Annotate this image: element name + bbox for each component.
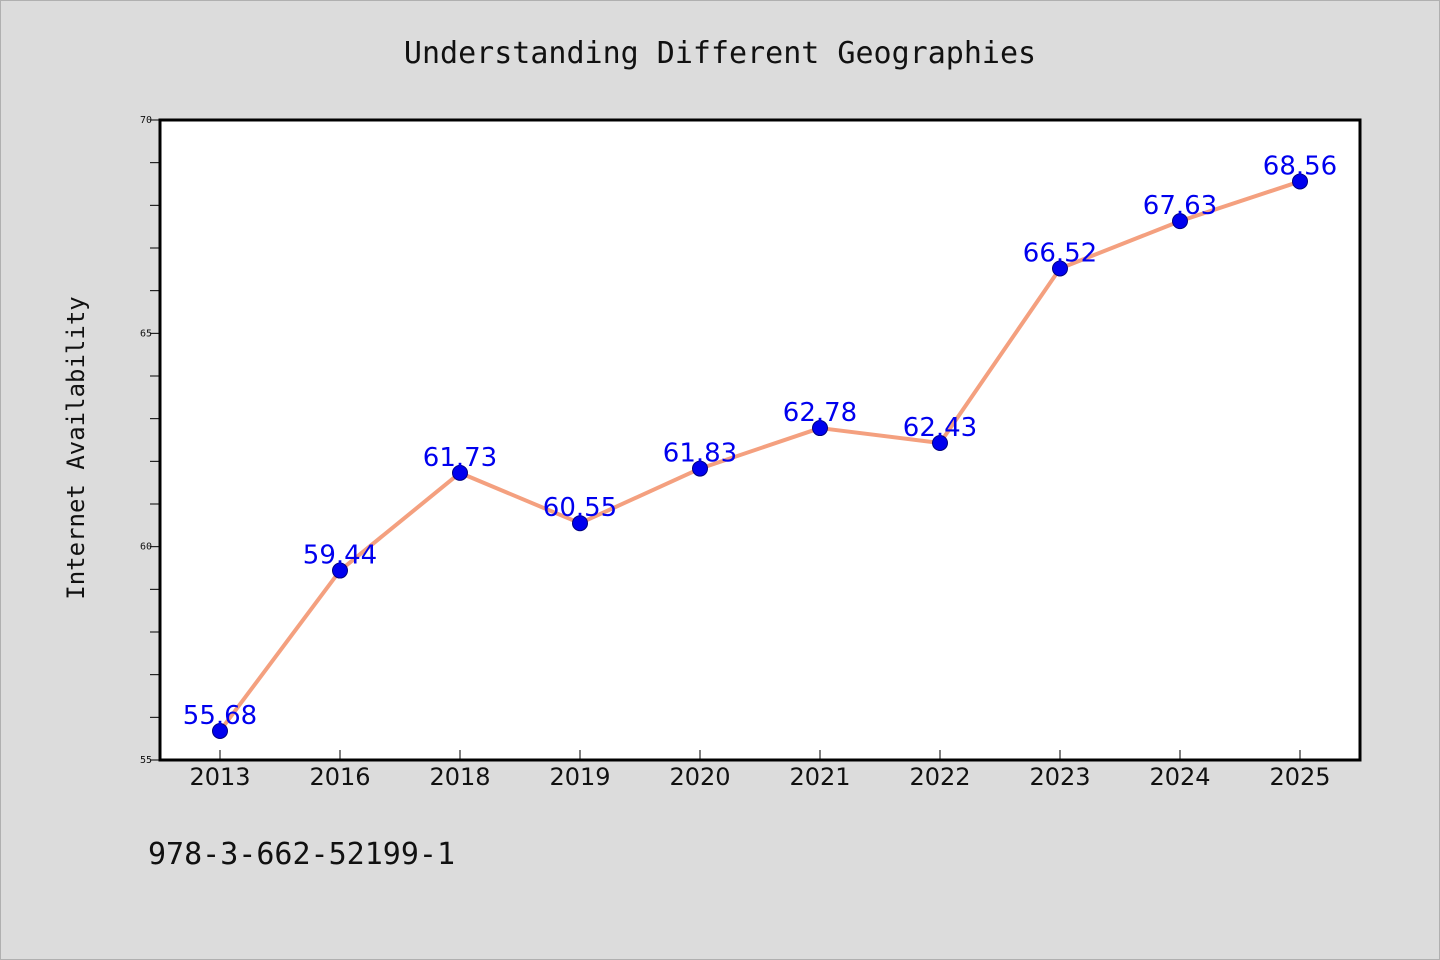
y-axis-label: Internet Availability (62, 296, 90, 599)
y-tick-label: 60 (140, 542, 152, 553)
data-label: 55.68 (183, 701, 257, 731)
data-point (932, 434, 948, 451)
data-point (572, 515, 588, 532)
series-group: 55.68 59.44 61.73 60.55 61.83 62.78 62.43 66.52… (183, 151, 1337, 739)
plot-frame (158, 118, 1362, 762)
y-tick-label: 55 (140, 755, 152, 766)
y-tick-label: 65 (140, 328, 152, 339)
data-label: 67.63 (1143, 191, 1217, 221)
data-point (212, 722, 228, 739)
x-tick-label: 2019 (549, 763, 610, 791)
x-tick-label: 2020 (669, 763, 730, 791)
data-point (452, 464, 468, 481)
data-label: 60.55 (543, 493, 617, 523)
x-tick-label: 2024 (1149, 763, 1210, 791)
y-axis-ticks: 55 60 65 70 (140, 115, 160, 766)
x-tick-label: 2022 (909, 763, 970, 791)
x-tick-label: 2025 (1269, 763, 1330, 791)
data-label: 62.78 (783, 398, 857, 428)
data-label: 61.73 (423, 443, 497, 473)
data-label: 66.52 (1023, 238, 1097, 268)
data-point (692, 460, 708, 477)
x-axis-ticks: 2013 2016 2018 2019 2020 2021 2022 2023 2024 2025 (189, 750, 1331, 791)
data-point (1172, 213, 1188, 230)
x-tick-label: 2016 (309, 763, 370, 791)
plot-area (160, 120, 1360, 760)
x-tick-label: 2013 (189, 763, 250, 791)
data-label: 62.43 (903, 413, 977, 443)
data-label: 68.56 (1263, 151, 1337, 181)
x-tick-label: 2021 (789, 763, 850, 791)
x-tick-label: 2023 (1029, 763, 1090, 791)
data-point (1292, 173, 1308, 190)
y-tick-label: 70 (140, 115, 152, 126)
series-line (218, 179, 1302, 733)
data-point (812, 420, 828, 437)
chart-title: Understanding Different Geographies (404, 36, 1036, 71)
data-label: 59.44 (303, 541, 377, 571)
data-label: 61.83 (663, 439, 737, 469)
x-tick-label: 2018 (429, 763, 490, 791)
footer-code: 978-3-662-52199-1 (148, 837, 455, 872)
data-point (1052, 260, 1068, 277)
data-point (332, 562, 348, 579)
